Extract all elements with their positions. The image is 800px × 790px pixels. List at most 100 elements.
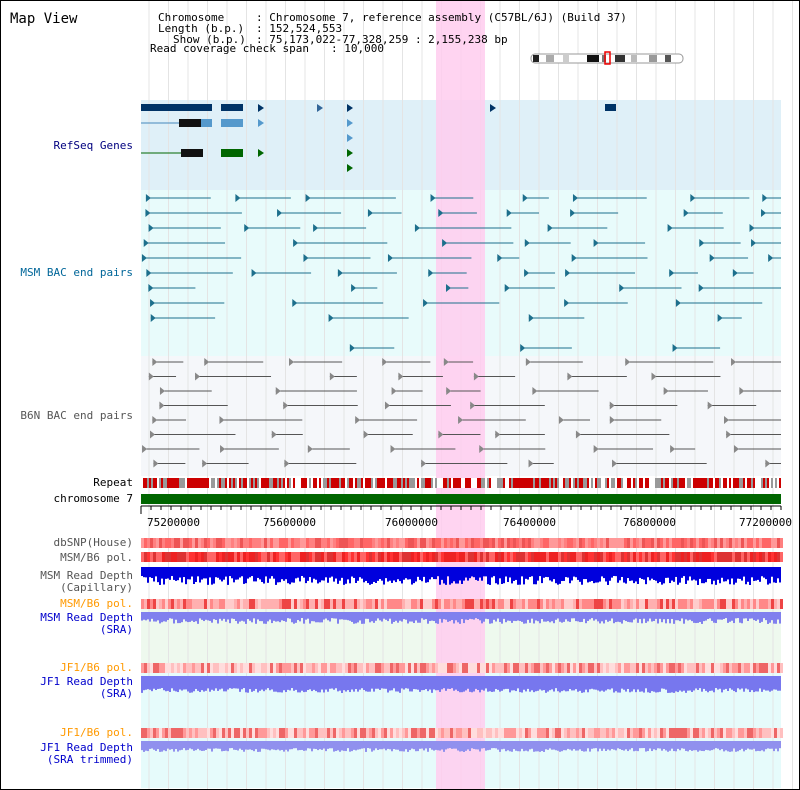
depth-bar	[183, 741, 185, 749]
track-label-jf1-b6-pol-trimmed[interactable]: JF1/B6 pol.	[60, 726, 133, 739]
heat-cell	[156, 663, 159, 673]
depth-bar	[373, 612, 375, 623]
track-label-jf1-depth-sra[interactable]: JF1 Read Depth	[40, 675, 133, 688]
track-label-repeat[interactable]: Repeat	[93, 476, 133, 489]
depth-bar	[189, 741, 191, 749]
depth-bar	[207, 676, 209, 689]
heat-cell	[243, 538, 246, 548]
heat-cell	[237, 728, 240, 738]
heat-cell	[420, 728, 423, 738]
track-label-jf1-depth-trimmed[interactable]: JF1 Read Depth	[40, 741, 133, 754]
depth-bar	[305, 676, 307, 692]
depth-bar	[197, 612, 199, 624]
heat-cell	[345, 663, 348, 673]
repeat-mark	[243, 478, 245, 488]
depth-bar	[419, 567, 421, 580]
depth-bar	[319, 741, 321, 750]
depth-bar	[437, 567, 439, 577]
depth-bar	[435, 676, 437, 691]
bac-end	[438, 209, 444, 217]
heat-cell	[621, 552, 624, 562]
depth-bar	[175, 741, 177, 750]
heat-cell	[210, 599, 213, 609]
track-label-jf1-b6-pol[interactable]: JF1/B6 pol.	[60, 661, 133, 674]
heat-cell	[642, 552, 645, 562]
depth-bar	[177, 676, 179, 693]
depth-bar	[595, 676, 597, 690]
depth-bar	[655, 567, 657, 581]
depth-bar	[737, 567, 739, 579]
heat-cell	[555, 663, 558, 673]
depth-bar	[695, 741, 697, 751]
depth-bar	[731, 676, 733, 690]
depth-bar	[523, 676, 525, 690]
ideogram-band	[649, 55, 657, 62]
track-label-b6n-bac[interactable]: B6N BAC end pairs	[20, 409, 133, 422]
heat-cell	[534, 599, 537, 609]
depth-bar	[357, 567, 359, 581]
bac-end	[558, 416, 564, 424]
depth-bar	[345, 567, 347, 584]
heat-cell	[774, 552, 777, 562]
depth-bar	[773, 676, 775, 690]
depth-bar	[625, 741, 627, 750]
depth-bar	[539, 567, 541, 577]
repeat-mark	[725, 478, 727, 488]
depth-bar	[613, 676, 615, 693]
heat-cell	[252, 728, 255, 738]
heat-cell	[477, 663, 480, 673]
heat-cell	[174, 552, 177, 562]
depth-bar	[291, 612, 293, 623]
heat-cell	[603, 663, 606, 673]
depth-bar	[237, 741, 239, 751]
heat-cell	[204, 538, 207, 548]
depth-bar	[619, 612, 621, 623]
depth-bar	[353, 612, 355, 624]
track-label-msm-b6-pol[interactable]: MSM/B6 pol.	[60, 551, 133, 564]
depth-bar	[477, 741, 479, 750]
heat-cell	[510, 728, 513, 738]
depth-bar	[443, 741, 445, 752]
depth-bar	[399, 741, 401, 752]
depth-bar	[289, 741, 291, 750]
track-label-msm-depth-sra[interactable]: MSM Read Depth	[40, 611, 133, 624]
depth-bar	[221, 741, 223, 752]
depth-bar	[349, 676, 351, 693]
heat-cell	[501, 663, 504, 673]
depth-bar	[721, 676, 723, 693]
heat-cell	[186, 538, 189, 548]
depth-bar	[217, 741, 219, 749]
heat-cell	[630, 663, 633, 673]
track-label-msm-b6-pol-sra[interactable]: MSM/B6 pol.	[60, 597, 133, 610]
heat-cell	[408, 728, 411, 738]
heat-cell	[594, 728, 597, 738]
depth-bar	[165, 741, 167, 752]
heat-cell	[594, 663, 597, 673]
heat-cell	[624, 552, 627, 562]
depth-bar	[705, 741, 707, 750]
heat-cell	[276, 538, 279, 548]
depth-bar	[513, 676, 515, 691]
heat-cell	[765, 663, 768, 673]
heat-cell	[753, 599, 756, 609]
depth-bar	[309, 612, 311, 624]
depth-bar	[631, 741, 633, 749]
depth-bar	[425, 741, 427, 749]
heat-cell	[708, 728, 711, 738]
track-label-refseq-genes[interactable]: RefSeq Genes	[53, 139, 133, 152]
track-label-msm-depth-capillary[interactable]: MSM Read Depth	[40, 569, 133, 582]
heat-cell	[399, 538, 402, 548]
heat-cell	[576, 552, 579, 562]
heat-cell	[465, 552, 468, 562]
track-label-msm-bac[interactable]: MSM BAC end pairs	[20, 266, 133, 279]
track-label-chromosome[interactable]: chromosome 7	[53, 492, 133, 505]
repeat-mark	[711, 478, 713, 488]
heat-cell	[744, 599, 747, 609]
heat-cell	[615, 552, 618, 562]
depth-bar	[187, 741, 189, 750]
depth-bar	[623, 612, 625, 621]
heat-cell	[762, 728, 765, 738]
heat-cell	[201, 552, 204, 562]
track-label-dbsnp[interactable]: dbSNP(House)	[53, 536, 133, 549]
